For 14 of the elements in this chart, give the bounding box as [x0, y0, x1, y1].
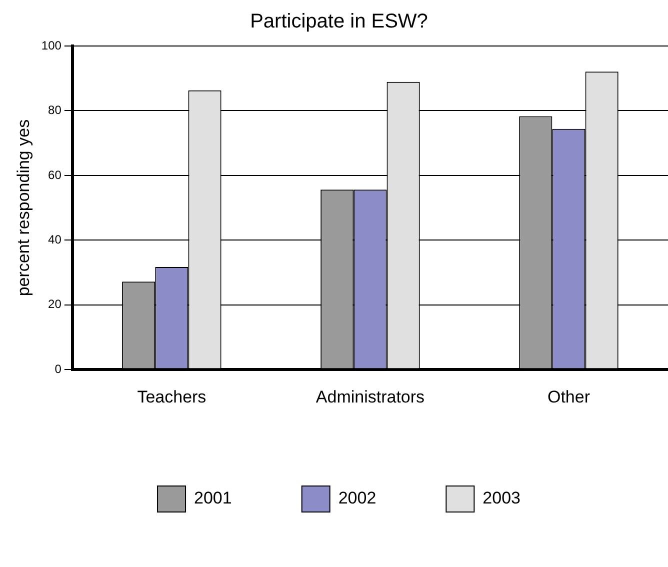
- x-tick-label: Other: [547, 387, 590, 406]
- y-tick-label: 60: [48, 168, 62, 182]
- y-axis-title: percent responding yes: [14, 119, 33, 296]
- y-tick-label: 80: [48, 103, 62, 118]
- y-tick-label: 40: [48, 232, 62, 246]
- legend-label: 2001: [194, 488, 232, 508]
- y-tick-label: 0: [54, 362, 62, 376]
- x-tick-label: Teachers: [137, 387, 206, 406]
- x-tick-label: Administrators: [316, 387, 425, 406]
- y-tick-label: 20: [48, 297, 62, 312]
- legend-label: 2003: [482, 488, 520, 508]
- chart-title: Participate in ESW?: [250, 10, 428, 33]
- y-tick-label: 100: [41, 38, 62, 52]
- legend-label: 2002: [338, 488, 376, 508]
